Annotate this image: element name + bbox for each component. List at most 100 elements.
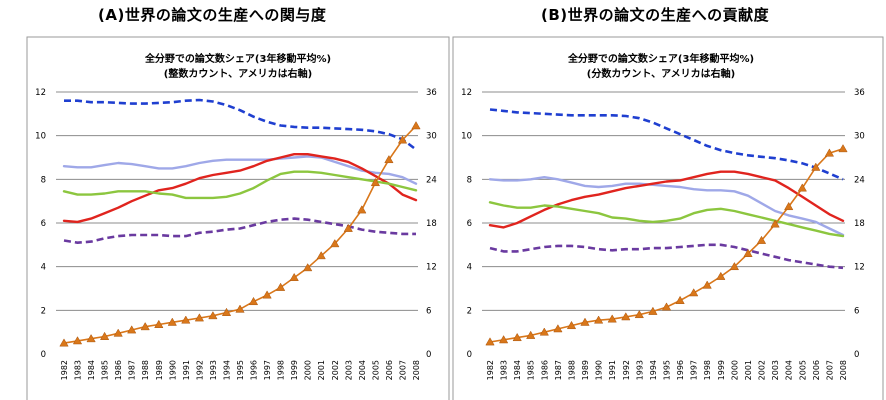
chart-a-x-tick: 2000	[304, 360, 313, 380]
chart-b-x-tick: 2007	[825, 360, 834, 380]
chart-b-x-tick: 1984	[513, 360, 522, 380]
chart-a-x-tick: 1996	[250, 360, 259, 380]
chart-b-triangle-point	[743, 248, 753, 257]
chart-a-triangle-point	[316, 251, 326, 260]
chart-b-triangle-point	[539, 327, 549, 336]
chart-a-right-tick: 24	[426, 175, 437, 185]
chart-b-triangle-point	[498, 335, 509, 344]
chart-b: 全分野での論文数シェア(3年移動平均%) (分数カウント、アメリカは右軸) 0 0…	[452, 36, 884, 400]
chart-b-x-tick: 1994	[649, 360, 658, 380]
chart-b-triangle-point	[702, 280, 712, 289]
chart-b-x-tick: 2002	[758, 360, 767, 380]
chart-a-x-tick: 1987	[128, 360, 137, 380]
chart-b-frame	[452, 36, 884, 400]
chart-b-triangle-point	[729, 261, 740, 271]
chart-b-triangle-point	[580, 317, 590, 326]
chart-b-x-tick: 2000	[730, 360, 739, 380]
chart-a-title: 全分野での論文数シェア(3年移動平均%)	[144, 52, 331, 65]
panel-title-b: (B)世界の論文の生産への貢献度	[541, 6, 770, 24]
chart-b-x-tick: 1989	[581, 360, 590, 380]
chart-a-x-tick: 1982	[60, 360, 69, 380]
chart-b-left-tick: 10	[461, 132, 472, 142]
chart-b-triangle-point	[526, 330, 536, 339]
chart-a-triangle-point	[275, 282, 286, 291]
chart-a: 全分野での論文数シェア(3年移動平均%) (整数カウント、アメリカは右軸) 0 0…	[26, 36, 450, 400]
chart-a-x-tick: 1989	[155, 360, 164, 380]
chart-a-right-tick: 18	[426, 219, 437, 229]
chart-b-x-tick: 1992	[622, 360, 631, 380]
chart-a-left-tick: 8	[41, 175, 46, 185]
chart-b-triangle-point	[566, 320, 577, 330]
chart-b-right-tick: 0	[854, 350, 859, 360]
chart-a-triangle-point	[411, 121, 421, 130]
chart-b-right-tick: 36	[854, 88, 865, 98]
chart-a-right-tick: 36	[426, 88, 437, 98]
chart-b-triangle-point	[756, 235, 767, 244]
chart-b-triangle-point	[661, 302, 672, 311]
chart-b-triangle-point	[838, 144, 848, 153]
chart-a-triangle-point	[181, 315, 191, 324]
panel-title-a: (A)世界の論文の生産への関与度	[98, 6, 327, 24]
chart-b-series-green-line	[488, 201, 845, 238]
chart-b-triangle-point	[485, 337, 495, 346]
chart-a-triangle-point	[370, 177, 381, 187]
chart-a-x-tick: 2001	[317, 360, 326, 380]
chart-a-x-tick: 1983	[74, 360, 83, 380]
chart-b-triangle-point	[648, 306, 658, 315]
chart-a-triangle-point	[86, 333, 96, 343]
chart-b-series-purple_dashed-line	[489, 243, 844, 270]
chart-b-x-tick: 2003	[771, 360, 780, 380]
chart-a-x-tick: 2005	[371, 360, 380, 380]
chart-b-triangle-point	[689, 288, 699, 297]
chart-a-right-tick: 0	[426, 350, 431, 360]
chart-a-triangle-point	[235, 304, 245, 313]
chart-a-x-tick: 1997	[263, 360, 272, 380]
chart-a-x-tick: 2002	[331, 360, 340, 380]
chart-b-triangle-point	[593, 315, 604, 324]
chart-a-x-tick: 1994	[222, 360, 231, 380]
chart-b-left-tick: 12	[461, 88, 472, 98]
chart-b-x-tick: 1986	[540, 360, 549, 380]
chart-a-series-purple_dashed-line	[63, 217, 416, 244]
chart-a-triangle-point	[154, 319, 164, 328]
chart-b-triangle-point	[512, 332, 522, 342]
chart-b-triangle-point	[824, 148, 835, 157]
chart-b-x-tick: 2004	[785, 360, 794, 380]
chart-b-triangle-point	[634, 309, 644, 319]
chart-a-triangle-point	[303, 263, 313, 272]
chart-a-triangle-point	[289, 272, 299, 281]
chart-a-series-red-line	[62, 153, 418, 224]
chart-b-x-tick: 1987	[554, 360, 563, 380]
chart-a-frame	[26, 36, 450, 400]
chart-a-x-tick: 1985	[101, 360, 110, 380]
chart-a-series-lavender-line	[62, 155, 418, 185]
chart-a-triangle-point	[397, 135, 408, 144]
chart-a-series-blue_dashed-line	[64, 98, 417, 151]
chart-b-left-tick: 2	[467, 306, 472, 316]
chart-a-triangle-point	[72, 336, 83, 345]
chart-a-x-tick: 1992	[195, 360, 204, 380]
chart-b-triangle-point	[716, 271, 726, 280]
chart-b-triangle-point	[675, 295, 685, 304]
chart-b-x-tick: 2008	[839, 360, 848, 380]
chart-b-series-blue_dashed-line	[489, 108, 844, 181]
chart-b-triangle-point	[811, 162, 821, 171]
chart-b-x-tick: 1997	[690, 360, 699, 380]
chart-a-x-tick: 2003	[344, 360, 353, 380]
chart-a-right-tick: 12	[426, 263, 437, 273]
chart-a-triangle-point	[384, 154, 394, 164]
chart-a-triangle-point	[167, 317, 177, 326]
chart-a-triangle-point	[140, 321, 150, 331]
chart-b-right-tick: 18	[854, 219, 865, 229]
chart-a-triangle-point	[248, 296, 259, 306]
chart-b-x-tick: 1995	[663, 360, 672, 380]
chart-a-triangle-point	[357, 205, 367, 214]
chart-b-series-lavender-line	[488, 176, 845, 237]
chart-b-title: 全分野での論文数シェア(3年移動平均%)	[567, 52, 754, 65]
chart-b-left-tick: 0	[467, 350, 472, 360]
chart-a-left-tick: 2	[41, 306, 46, 316]
chart-b-series-red-line	[488, 170, 845, 229]
chart-a-right-tick: 30	[426, 132, 437, 142]
chart-a-x-tick: 2004	[358, 360, 367, 380]
